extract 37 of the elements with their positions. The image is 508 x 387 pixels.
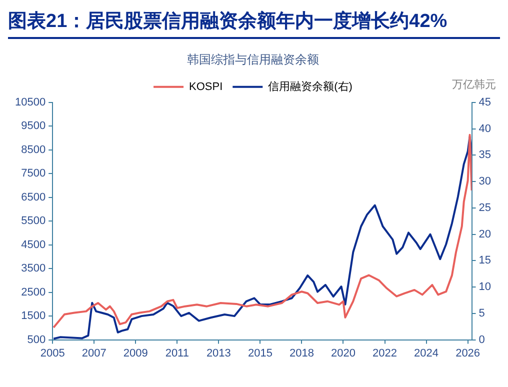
y-tick-label: 7500 xyxy=(21,168,46,180)
y-tick-label: 3500 xyxy=(21,262,46,275)
y2-tick-label: 10 xyxy=(478,281,492,294)
y-tick-label: 9500 xyxy=(21,120,46,132)
x-tick-label: 2020 xyxy=(331,347,356,360)
x-tick-label: 2005 xyxy=(40,347,65,360)
x-tick-label: 2015 xyxy=(248,347,272,360)
x-tick-label: 2024 xyxy=(414,347,439,360)
y-tick-label: 4500 xyxy=(21,238,46,251)
y-tick-label: 8500 xyxy=(21,144,46,156)
chart-title: 图表21：居民股票信用融资余额年内一度增长约42% xyxy=(8,8,500,39)
x-tick-label: 2022 xyxy=(372,347,398,360)
y2-tick-label: 25 xyxy=(478,202,492,214)
chart-subtitle: 韩国综指与信用融资余额 xyxy=(187,52,319,67)
y-tick-label: 2500 xyxy=(21,286,46,298)
y2-tick-label: 45 xyxy=(478,96,492,108)
legend-label: 信用融资余额(右) xyxy=(268,80,352,93)
x-tick-label: 2009 xyxy=(123,347,148,360)
x-tick-label: 2007 xyxy=(82,347,106,360)
y-tick-label: 1500 xyxy=(21,310,46,322)
y2-tick-label: 0 xyxy=(478,334,485,346)
y2-tick-label: 15 xyxy=(478,254,492,267)
y2-axis-title: 万亿韩元 xyxy=(452,78,496,91)
y-tick-label: 5500 xyxy=(21,215,46,228)
y-tick-label: 6500 xyxy=(21,191,46,204)
y-tick-label: 10500 xyxy=(14,96,46,108)
x-tick-label: 2026 xyxy=(456,347,480,360)
x-tick-label: 2018 xyxy=(289,347,314,360)
legend-label: KOSPI xyxy=(189,80,223,93)
y2-tick-label: 5 xyxy=(478,307,485,320)
x-tick-label: 2013 xyxy=(206,347,231,360)
y2-tick-label: 40 xyxy=(478,122,492,135)
y2-tick-label: 30 xyxy=(478,176,492,188)
y-tick-label: 500 xyxy=(27,334,46,346)
y2-tick-label: 35 xyxy=(478,149,492,162)
x-tick-label: 2011 xyxy=(165,347,189,360)
y2-tick-label: 20 xyxy=(478,228,492,240)
